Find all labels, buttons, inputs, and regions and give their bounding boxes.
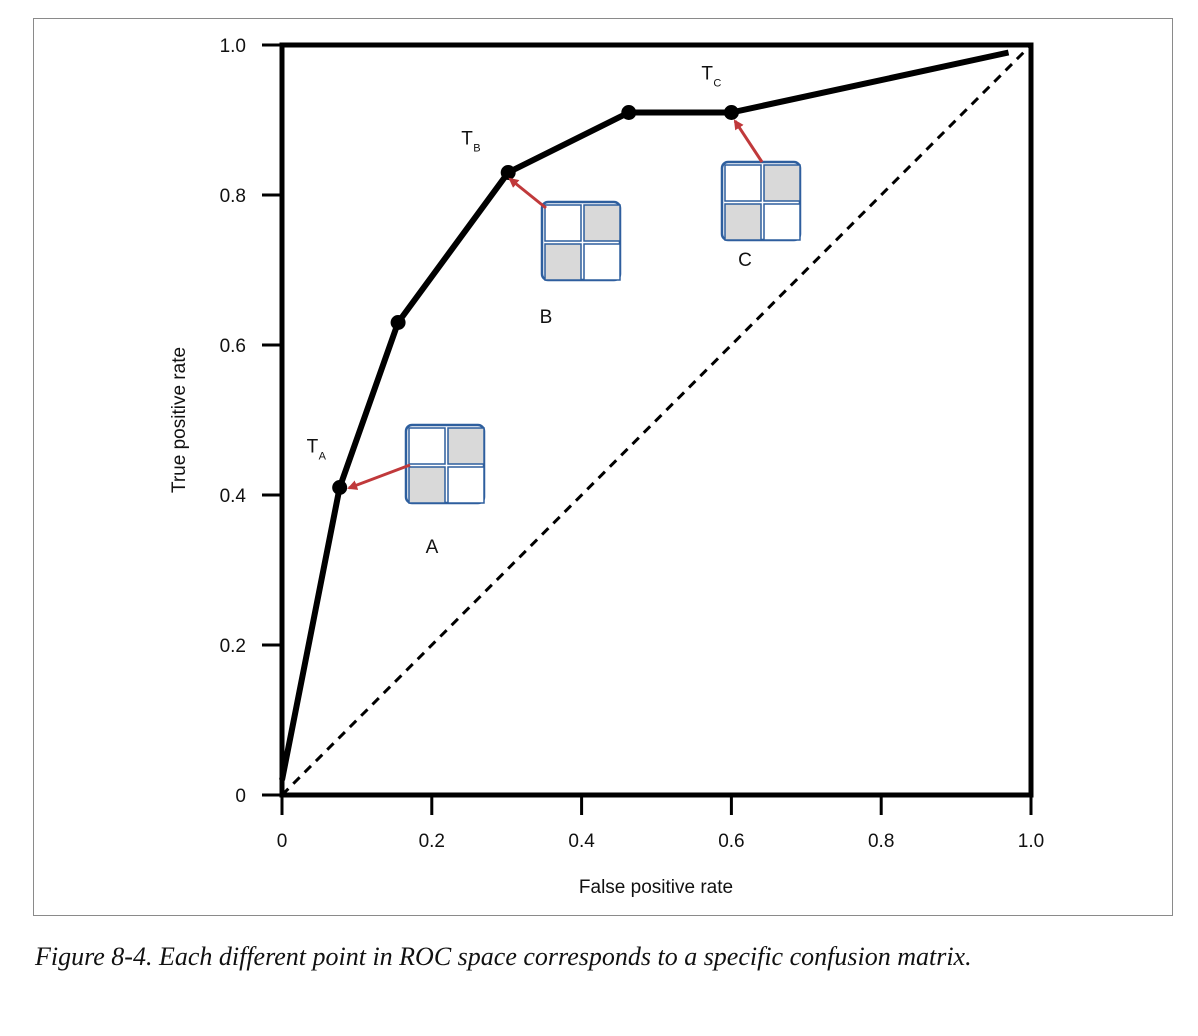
matrix-cell-shaded — [724, 203, 762, 241]
x-tick-label: 0.8 — [868, 831, 894, 852]
matrix-arrow — [508, 177, 547, 210]
matrix-cell-shaded — [763, 164, 801, 202]
roc-point — [500, 165, 516, 180]
roc-point — [332, 480, 348, 495]
confusion-matrix-a: A — [347, 423, 486, 558]
y-tick-label: 1.0 — [220, 36, 246, 57]
figure-caption: Figure 8-4. Each different point in ROC … — [35, 942, 972, 971]
roc-curve-line — [279, 49, 1010, 781]
threshold-label-main: T — [307, 437, 319, 458]
threshold-label-sub: B — [473, 143, 480, 155]
point-labels-layer: T AT BT C — [307, 64, 722, 463]
matrix-cell-shaded — [583, 204, 621, 242]
diagonal-reference-line — [280, 43, 1033, 797]
matrix-label: A — [426, 537, 439, 558]
points-layer — [332, 105, 739, 495]
x-tick-label: 0.6 — [718, 831, 744, 852]
y-tick-label: 0.4 — [220, 486, 247, 507]
matrix-cell — [724, 164, 762, 202]
threshold-label-sub: C — [713, 78, 721, 90]
roc-point — [621, 105, 637, 120]
matrix-cell — [544, 204, 582, 242]
matrix-arrow — [733, 119, 764, 163]
roc-point — [723, 105, 739, 120]
x-tick-label: 0.4 — [568, 831, 595, 852]
y-axis-title: True positive rate — [169, 347, 190, 493]
x-tick-label: 0.2 — [419, 831, 445, 852]
matrix-cell-shaded — [447, 427, 485, 465]
x-tick-label: 0 — [277, 831, 288, 852]
y-tick-label: 0.6 — [220, 336, 246, 357]
x-axis-title: False positive rate — [579, 877, 733, 898]
matrix-cell — [408, 427, 446, 465]
threshold-label-main: T — [701, 64, 713, 85]
matrix-cell-shaded — [408, 466, 446, 504]
confusion-matrix-b: B — [508, 177, 622, 328]
confusion-matrix-c: C — [720, 119, 802, 271]
matrix-cell — [583, 243, 621, 281]
matrix-label: C — [738, 250, 752, 271]
x-axis-ticks: 0 0.2 0.4 0.6 0.8 1.0 — [277, 795, 1044, 852]
y-tick-label: 0.8 — [220, 186, 246, 207]
matrix-layer: A B C — [347, 119, 802, 558]
matrix-cell-shaded — [544, 243, 582, 281]
threshold-label-main: T — [461, 129, 473, 150]
y-axis-ticks: 0 0.2 0.4 0.6 0.8 1.0 — [220, 36, 282, 807]
plot-frame — [279, 42, 1034, 798]
matrix-arrow — [347, 463, 411, 490]
plot-border — [279, 42, 1034, 798]
y-tick-label: 0.2 — [220, 636, 246, 657]
matrix-label: B — [540, 307, 553, 328]
x-tick-label: 1.0 — [1018, 831, 1044, 852]
figure-frame — [33, 18, 1173, 916]
y-tick-label: 0 — [235, 786, 246, 807]
roc-point — [390, 315, 406, 330]
matrix-cell — [763, 203, 801, 241]
threshold-label-sub: A — [319, 451, 327, 463]
matrix-cell — [447, 466, 485, 504]
series-layer — [279, 43, 1033, 797]
